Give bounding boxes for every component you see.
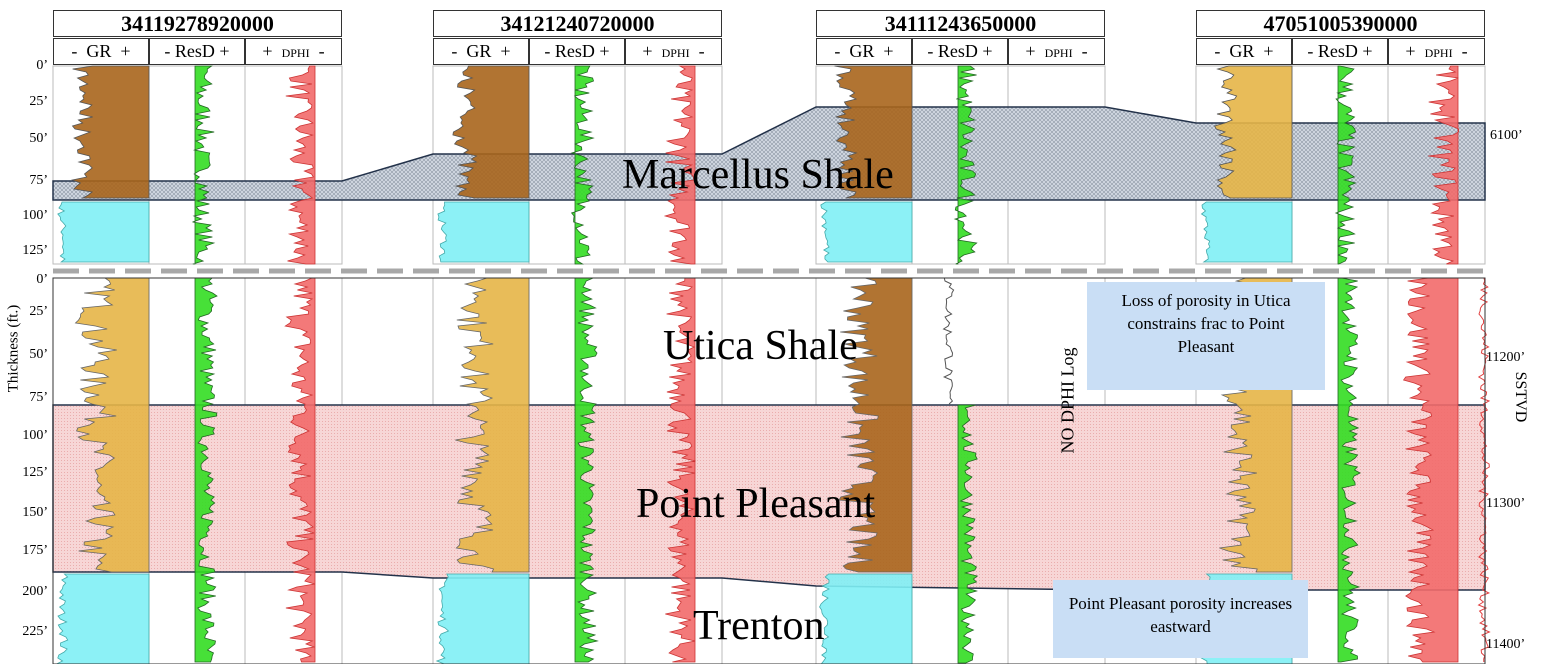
sstvd-tick: 11400’ <box>1486 637 1526 652</box>
y-axis-title: Thickness (ft.) <box>5 304 22 393</box>
track-header-dphi: + DPHI - <box>625 38 722 65</box>
depth-tick: 175’ <box>22 543 48 558</box>
depth-tick: 100’ <box>22 428 48 443</box>
track-header-gr: - GR + <box>816 38 912 65</box>
depth-tick: 50’ <box>29 131 48 146</box>
well-header-3: 34111243650000 <box>816 10 1105 37</box>
resd-log-lower <box>194 277 218 663</box>
track-header-gr: - GR + <box>433 38 529 65</box>
depth-tick: 75’ <box>29 173 48 188</box>
dphi-log-upper <box>1428 65 1460 265</box>
right-axis-title: SSTVD <box>1512 371 1529 423</box>
gr-log-trenton <box>435 573 530 664</box>
sstvd-tick: 6100’ <box>1490 128 1523 143</box>
gr-log-lower <box>455 277 530 573</box>
gr-log-upper <box>1214 65 1293 199</box>
annotation-no-dphi: NO DPHI Log <box>1057 347 1078 454</box>
depth-tick: 150’ <box>22 505 48 520</box>
dphi-log-upper <box>285 65 316 265</box>
track-header-dphi: + DPHI - <box>1388 38 1485 65</box>
gr-log-trenton <box>819 573 913 664</box>
depth-tick: 0’ <box>36 272 48 287</box>
depth-tick: 0’ <box>36 58 48 73</box>
gr-log-clean <box>820 201 913 263</box>
well-header-2: 34121240720000 <box>433 10 722 37</box>
gr-log-upper <box>452 65 530 199</box>
dphi-edge-trace <box>1477 277 1491 663</box>
depth-tick: 200’ <box>22 584 48 599</box>
depth-tick: 100’ <box>22 208 48 223</box>
gr-log-clean <box>437 201 530 263</box>
resd-log-pp <box>957 404 979 664</box>
well-header-4: 47051005390000 <box>1196 10 1485 37</box>
track-header-dphi: + DPHI - <box>1008 38 1105 65</box>
formation-label-utica: Utica Shale <box>663 323 858 369</box>
gr-log-upper <box>70 65 150 199</box>
track-header-resd: - ResD + <box>912 38 1008 65</box>
track-header-gr: - GR + <box>1196 38 1292 65</box>
depth-tick: 125’ <box>22 465 48 480</box>
resd-log-lower <box>1337 277 1361 663</box>
resd-log-upper <box>192 65 216 265</box>
depth-tick: 25’ <box>29 94 48 109</box>
dphi-log-lower <box>284 277 316 663</box>
gr-log-lower <box>838 277 913 573</box>
depth-tick: 125’ <box>22 243 48 258</box>
track-header-gr: - GR + <box>53 38 149 65</box>
track-header-resd: - ResD + <box>529 38 625 65</box>
resd-log-upper <box>1334 65 1357 265</box>
well-header-1: 34119278920000 <box>53 10 342 37</box>
resd-log-lower <box>942 277 955 405</box>
marcellus-shale-band <box>52 106 1486 201</box>
formation-label-trenton: Trenton <box>693 603 825 649</box>
resd-log-upper <box>953 65 978 265</box>
dphi-log-upper <box>663 65 696 265</box>
depth-tick: 25’ <box>29 304 48 319</box>
gr-log-clean <box>1200 201 1293 263</box>
track-header-resd: - ResD + <box>149 38 245 65</box>
depth-tick: 75’ <box>29 390 48 405</box>
lower-frame <box>52 277 1486 664</box>
sstvd-tick: 11200’ <box>1486 350 1526 365</box>
formation-label-marcellus: Marcellus Shale <box>622 152 894 198</box>
resd-log-upper <box>570 65 595 265</box>
depth-tick: 50’ <box>29 347 48 362</box>
track-header-resd: - ResD + <box>1292 38 1388 65</box>
track-header-dphi: + DPHI - <box>245 38 342 65</box>
sstvd-tick: 11300’ <box>1486 496 1526 511</box>
annotation-utica-porosity: Loss of porosity in Utica constrains fra… <box>1087 282 1325 390</box>
gr-log-clean <box>57 201 150 263</box>
dphi-log-lower <box>1402 277 1459 663</box>
formation-label-point-pleasant: Point Pleasant <box>636 481 876 527</box>
gr-log-lower <box>74 277 150 573</box>
gr-log-upper <box>834 65 913 199</box>
resd-log-lower <box>574 277 599 663</box>
gr-log-trenton <box>56 573 150 664</box>
dphi-log-lower <box>665 277 696 663</box>
depth-tick: 225’ <box>22 624 48 639</box>
annotation-pp-porosity: Point Pleasant porosity increases eastwa… <box>1053 580 1308 658</box>
